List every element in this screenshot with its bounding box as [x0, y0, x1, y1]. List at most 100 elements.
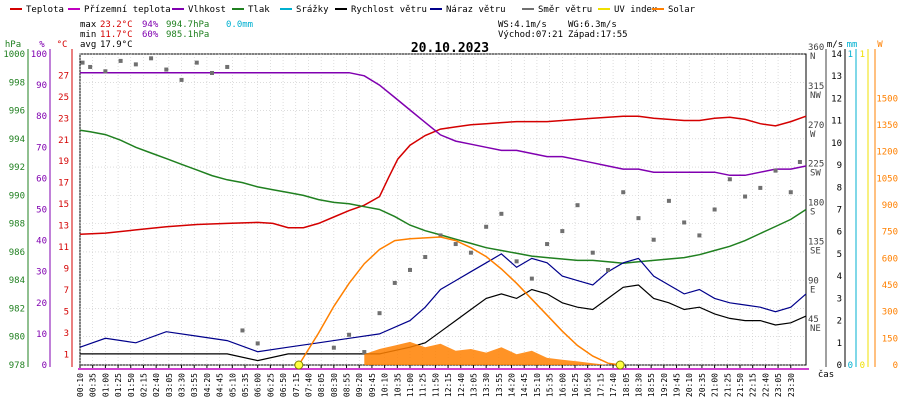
- tick-hpa: 986: [9, 248, 25, 258]
- tick-direction: NE: [810, 324, 821, 334]
- legend-label: Vlhkost: [188, 5, 226, 15]
- tick-hpa: 980: [9, 333, 25, 343]
- tick-solar: 600: [882, 254, 898, 264]
- tick-solar: 1350: [876, 121, 898, 131]
- x-tick-label: 10:35: [393, 373, 402, 397]
- tick-direction: 270: [808, 121, 824, 131]
- wind-speed-stat: WS:4.1m/s: [498, 20, 547, 30]
- series-direction-point: [773, 168, 778, 173]
- tick-direction: E: [810, 285, 815, 295]
- legend: Teplota Přízemní teplota Vlhkost Tlak Srážky…: [10, 5, 696, 15]
- tick-humidity: 0: [42, 361, 47, 371]
- tick-wind: 8: [837, 183, 842, 193]
- tick-hpa: 994: [9, 135, 25, 145]
- x-tick-label: 19:20: [660, 373, 669, 397]
- x-tick-label: 05:10: [228, 373, 237, 397]
- tick-temp: 9: [64, 264, 69, 274]
- stat-max-label: max: [80, 20, 97, 30]
- sunrise-stat: Východ:07:21: [498, 30, 563, 40]
- x-tick-label: 02:40: [152, 373, 161, 397]
- series-direction-point: [697, 233, 702, 238]
- x-tick-label: 22:40: [761, 373, 770, 397]
- tick-wind: 11: [831, 117, 842, 127]
- axis-unit-solar: W: [877, 40, 883, 50]
- series-line-vlhkost: [80, 71, 807, 177]
- x-tick-label: 15:35: [546, 373, 555, 397]
- legend-item: Přízemní teplota: [68, 5, 171, 15]
- x-tick-label: 08:30: [330, 373, 339, 397]
- sunrise-marker-icon: [294, 360, 304, 370]
- tick-wind: 14: [831, 50, 842, 60]
- tick-direction: S: [810, 208, 815, 218]
- tick-solar: 1050: [876, 174, 898, 184]
- tick-humidity: 70: [36, 143, 47, 153]
- x-tick-label: 09:20: [355, 373, 364, 397]
- stat-min-label: min: [80, 30, 96, 40]
- stat-max-pressure: 994.7hPa: [166, 20, 209, 30]
- tick-humidity: 10: [36, 330, 47, 340]
- tick-temp: 21: [58, 136, 69, 146]
- x-tick-label: 17:15: [596, 373, 605, 397]
- x-tick-label: 11:00: [406, 373, 415, 397]
- x-tick-label: 09:45: [368, 373, 377, 397]
- tick-hpa: 1000: [3, 50, 25, 60]
- legend-label: Tlak: [248, 5, 270, 15]
- tick-rain: 0: [848, 361, 853, 371]
- x-tick-label: 16:50: [584, 373, 593, 397]
- series-direction-point: [438, 233, 443, 238]
- x-tick-label: 02:15: [139, 373, 148, 397]
- axis-unit-humidity: %: [39, 40, 45, 50]
- series-direction-point: [545, 242, 550, 247]
- axis-unit-wind: m/s: [827, 40, 843, 50]
- stat-min-pressure: 985.1hPa: [166, 30, 209, 40]
- x-tick-label: 21:25: [723, 373, 732, 397]
- x-tick-label: 04:20: [203, 373, 212, 397]
- series-solar-area: [364, 341, 608, 365]
- x-tick-label: 01:50: [127, 373, 136, 397]
- series-direction-point: [225, 64, 230, 69]
- series-direction-point: [682, 220, 687, 225]
- x-tick-label: 01:00: [101, 373, 110, 397]
- tick-wind: 0: [837, 361, 842, 371]
- stat-max-temp: 23.2°C: [100, 20, 133, 30]
- tick-solar: 750: [882, 228, 898, 238]
- legend-label: Směr větru: [538, 5, 592, 15]
- legend-label: Teplota: [26, 5, 64, 15]
- series-direction-point: [666, 198, 671, 203]
- tick-uv: 0: [860, 361, 865, 371]
- tick-temp: 13: [58, 222, 69, 232]
- series-direction-point: [575, 203, 580, 208]
- series-direction-point: [423, 255, 428, 260]
- tick-wind: 10: [831, 139, 842, 149]
- tick-hpa: 978: [9, 361, 25, 371]
- tick-temp: 27: [58, 71, 69, 81]
- x-tick-label: 07:40: [304, 373, 313, 397]
- tick-hpa: 998: [9, 78, 25, 88]
- series-direction-point: [133, 62, 138, 67]
- x-tick-label: 03:55: [190, 373, 199, 397]
- series-direction-point: [255, 341, 260, 346]
- wind-gust-stat: WG:6.3m/s: [568, 20, 617, 30]
- tick-humidity: 30: [36, 268, 47, 278]
- legend-item: Tlak: [232, 5, 270, 15]
- tick-temp: 1: [64, 350, 69, 360]
- tick-solar: 450: [882, 281, 898, 291]
- legend-item: Rychlost větru: [335, 5, 427, 15]
- tick-wind: 7: [837, 206, 842, 216]
- series-layer: [79, 56, 807, 370]
- tick-direction: NW: [810, 91, 821, 101]
- axis-unit-hpa: hPa: [5, 40, 21, 50]
- series-line-n-raz-v-tru: [79, 253, 807, 353]
- sunset-marker-icon: [615, 360, 625, 370]
- axis-unit-rain: mm: [847, 40, 858, 50]
- series-direction-point: [240, 328, 245, 333]
- series-direction-point: [407, 267, 412, 272]
- axis-unit-temp: °C: [57, 40, 68, 50]
- x-tick-label: 15:10: [533, 373, 542, 397]
- tick-wind: 13: [831, 72, 842, 82]
- tick-temp: 3: [64, 329, 69, 339]
- legend-item: Vlhkost: [172, 5, 226, 15]
- legend-item: Srážky: [280, 5, 329, 15]
- tick-humidity: 60: [36, 174, 47, 184]
